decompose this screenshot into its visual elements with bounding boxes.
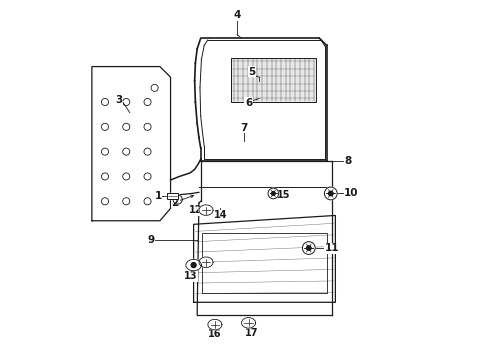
Text: 9: 9 (147, 235, 155, 245)
Circle shape (328, 191, 333, 196)
Circle shape (307, 246, 311, 250)
Text: 8: 8 (344, 156, 351, 166)
Text: 7: 7 (241, 122, 248, 132)
Circle shape (268, 188, 279, 199)
Polygon shape (242, 318, 256, 328)
Text: 11: 11 (324, 243, 339, 253)
Bar (202, 233, 326, 293)
Text: 14: 14 (214, 211, 227, 220)
Circle shape (191, 262, 196, 267)
Circle shape (173, 195, 182, 204)
Text: 13: 13 (184, 271, 198, 282)
Polygon shape (186, 260, 201, 271)
Polygon shape (199, 257, 213, 267)
Text: 2: 2 (171, 198, 178, 208)
Text: 16: 16 (208, 329, 221, 339)
Text: 6: 6 (245, 98, 252, 108)
Text: 3: 3 (116, 95, 123, 105)
Text: 1: 1 (154, 191, 162, 201)
Text: 12: 12 (189, 205, 202, 215)
Text: 17: 17 (245, 328, 259, 338)
Text: 5: 5 (248, 67, 256, 77)
Polygon shape (199, 205, 213, 215)
Bar (231, 58, 316, 102)
Bar (167, 193, 178, 199)
Circle shape (271, 192, 275, 195)
Text: 10: 10 (344, 189, 359, 198)
Circle shape (302, 242, 315, 255)
Text: 4: 4 (234, 10, 241, 20)
Circle shape (324, 187, 337, 200)
Bar (167, 193, 178, 199)
Polygon shape (208, 319, 222, 330)
Text: 15: 15 (277, 190, 291, 200)
